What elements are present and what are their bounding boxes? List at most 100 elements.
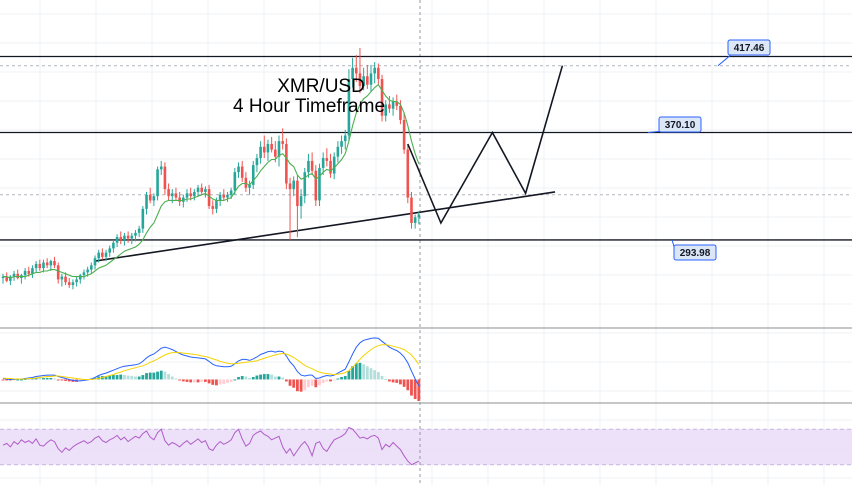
rsi-line <box>2 426 420 466</box>
candle-body <box>71 282 75 286</box>
candle-body <box>193 191 196 197</box>
macd-histogram-bar <box>34 377 38 380</box>
macd-histogram-bar <box>270 374 274 380</box>
candle-body <box>248 184 251 188</box>
macd-histogram-bar <box>108 375 112 380</box>
candle-body <box>141 208 145 229</box>
candle-body <box>366 76 369 85</box>
macd-histogram-bar <box>329 379 332 382</box>
macd-histogram-bar <box>244 376 248 380</box>
macd-histogram-bar <box>248 377 251 380</box>
candle-body <box>178 197 181 202</box>
candle-body <box>259 146 262 159</box>
macd-histogram-bar <box>296 379 299 392</box>
candle-body <box>281 141 284 144</box>
ascending-trendline <box>94 191 556 262</box>
candle-body <box>229 190 233 195</box>
candle-body <box>200 187 204 192</box>
candle-body <box>270 143 273 150</box>
candle-body <box>266 143 270 153</box>
macd-histogram-bar <box>266 374 270 380</box>
macd-histogram-bar <box>222 379 226 384</box>
price-labels: 417.46 370.10 293.98 <box>647 39 771 261</box>
macd-histogram-bar <box>218 379 222 385</box>
candles <box>1 48 421 290</box>
price-label: 370.10 <box>647 116 702 134</box>
candle-body <box>93 258 97 266</box>
rsi-band <box>0 429 852 465</box>
price-label-text: 417.46 <box>734 43 765 54</box>
macd-histogram-bar <box>152 372 156 380</box>
candle-body <box>86 269 89 273</box>
macd-histogram-bar <box>259 374 262 380</box>
price-label-box <box>673 244 717 261</box>
candle-body <box>207 189 211 207</box>
macd-histogram-bar <box>204 379 207 382</box>
candle-body <box>12 273 16 277</box>
macd-histogram-bar <box>145 373 148 380</box>
candle-body <box>104 252 108 257</box>
candle-body <box>362 76 365 87</box>
price-label-text: 370.10 <box>665 120 696 131</box>
macd-histogram-bar <box>49 377 53 380</box>
macd-histogram-bar <box>196 379 200 383</box>
candle-body <box>115 237 119 243</box>
macd-histogram-bar <box>277 376 281 380</box>
macd-histogram-bar <box>251 377 255 380</box>
candle-body <box>277 141 281 157</box>
candle-body <box>399 105 402 120</box>
macd-histogram-bar <box>170 376 174 380</box>
macd-histogram-bar <box>292 379 296 388</box>
candle-body <box>310 160 314 171</box>
candle-body <box>373 67 376 74</box>
candle-body <box>196 187 200 192</box>
candle-body <box>222 194 226 198</box>
candle-body <box>336 146 340 157</box>
candle-body <box>156 169 159 197</box>
candle-body <box>321 158 325 168</box>
macd-histogram-bar <box>211 379 215 385</box>
candle-body <box>67 282 71 286</box>
macd-histogram-bar <box>163 371 167 380</box>
pane-dividers <box>0 65 852 466</box>
candle-body <box>314 170 318 201</box>
candle-body <box>27 270 31 274</box>
price-label: 293.98 <box>671 239 717 261</box>
candle-body <box>218 194 222 201</box>
candle-body <box>101 252 104 257</box>
macd-histogram-bar <box>134 376 137 380</box>
macd-histogram-bar <box>60 379 64 381</box>
macd-histogram-bar <box>178 379 182 381</box>
candle-body <box>296 180 299 207</box>
projected-zigzag <box>407 65 564 225</box>
price-label-leader <box>717 53 733 67</box>
candle-body <box>262 146 266 153</box>
macd-histogram-bar <box>104 376 108 380</box>
candle-body <box>119 237 123 240</box>
macd-histogram-bar <box>336 378 340 380</box>
macd-histogram-bar <box>391 379 395 383</box>
candle-body <box>413 217 417 223</box>
candle-body <box>384 104 388 116</box>
macd-histogram-bar <box>115 375 119 380</box>
macd-histogram-bar <box>365 366 369 380</box>
macd-histogram-bar <box>314 379 318 388</box>
candle-body <box>185 193 189 198</box>
candle-body <box>402 119 406 150</box>
macd-signal-line <box>2 344 420 380</box>
macd-histogram-bar <box>281 377 285 380</box>
macd-histogram-bar <box>207 379 211 384</box>
candle-body <box>45 262 49 266</box>
ema-line <box>3 83 420 279</box>
candle-body <box>354 67 358 74</box>
candle-body <box>137 228 141 233</box>
macd-histogram-bar <box>325 379 329 382</box>
candle-body <box>329 160 332 174</box>
candle-body <box>244 177 248 188</box>
macd-histogram-bar <box>229 379 233 382</box>
macd-histogram-bar <box>262 374 266 380</box>
macd-histogram-bar <box>332 379 336 381</box>
candle-body <box>391 101 395 109</box>
candle-body <box>215 200 218 209</box>
